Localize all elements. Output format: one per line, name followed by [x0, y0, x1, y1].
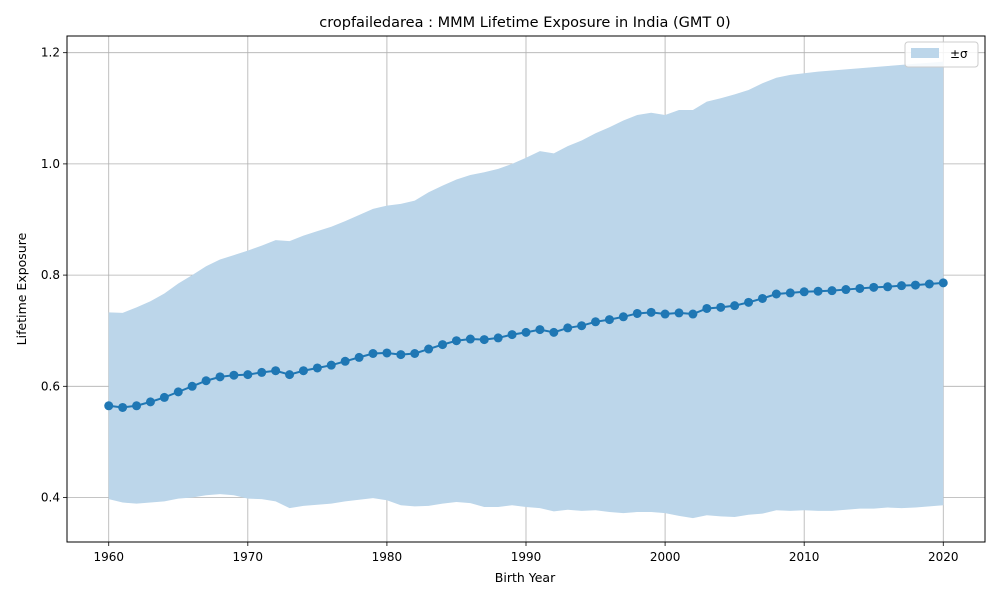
data-point [730, 301, 740, 311]
x-tick-label: 1960 [93, 550, 124, 564]
data-point [201, 376, 211, 386]
data-point [243, 370, 253, 380]
data-point [646, 307, 656, 317]
y-tick-label: 0.4 [41, 491, 60, 505]
data-point [410, 349, 420, 358]
data-point [924, 279, 934, 289]
chart-title: cropfailedarea : MMM Lifetime Exposure i… [319, 15, 730, 31]
data-point [744, 297, 754, 307]
x-tick-label: 1980 [372, 550, 403, 564]
data-point [396, 350, 406, 360]
data-point [674, 308, 684, 318]
data-point [827, 286, 837, 296]
x-tick-label: 2020 [928, 550, 959, 564]
x-tick-label: 2000 [650, 550, 681, 564]
data-point [451, 336, 461, 346]
data-point [118, 402, 128, 412]
data-point [312, 363, 322, 373]
data-point [591, 317, 601, 327]
data-point [354, 352, 364, 362]
data-point [298, 366, 308, 376]
data-point [271, 366, 281, 376]
data-point [604, 315, 614, 325]
data-point [326, 360, 336, 370]
y-tick-label: 0.6 [41, 379, 60, 393]
data-point [257, 367, 267, 377]
data-point [493, 333, 503, 343]
data-point [618, 312, 628, 322]
data-point [883, 282, 893, 292]
data-point [841, 285, 851, 295]
data-point [521, 327, 531, 337]
y-tick-label: 0.8 [41, 268, 60, 282]
data-point [702, 303, 712, 313]
data-point [813, 286, 823, 296]
data-point [785, 288, 795, 298]
data-point [340, 356, 350, 366]
sigma-band [108, 61, 944, 519]
y-tick-label: 1.0 [41, 157, 60, 171]
data-point [535, 325, 545, 335]
data-point [910, 280, 920, 290]
data-point [465, 334, 475, 344]
data-point [368, 349, 378, 358]
data-point [938, 278, 948, 288]
x-tick-label: 1970 [233, 550, 264, 564]
data-point [757, 293, 767, 303]
series-markers [104, 278, 948, 412]
data-point [660, 309, 670, 319]
data-point [897, 281, 907, 291]
data-point [215, 372, 225, 382]
x-tick-label: 1990 [511, 550, 542, 564]
data-point [799, 287, 809, 297]
x-axis-title: Birth Year [495, 570, 556, 585]
legend-label-sigma: ±σ [950, 47, 968, 61]
legend-swatch-sigma [911, 48, 939, 58]
data-point [424, 344, 434, 354]
data-point [173, 387, 183, 397]
data-point [507, 330, 517, 340]
data-point [563, 323, 573, 333]
data-point [855, 283, 865, 293]
data-point [187, 381, 197, 391]
y-axis-title: Lifetime Exposure [14, 232, 29, 345]
data-point [159, 392, 169, 402]
data-point [145, 397, 155, 407]
y-axis-ticks: 0.4 0.6 0.8 1.0 1.2 [41, 46, 67, 505]
data-point [229, 370, 239, 380]
x-tick-label: 2010 [789, 550, 820, 564]
legend: ±σ [904, 41, 979, 68]
x-axis-ticks: 1960 1970 1980 1990 2000 2010 2020 [93, 542, 959, 564]
data-point [577, 321, 587, 331]
data-point [382, 348, 392, 358]
data-point [771, 289, 781, 299]
data-point [632, 308, 642, 318]
data-point [479, 335, 489, 345]
data-point [716, 302, 726, 312]
data-point [285, 370, 295, 380]
data-point [869, 282, 879, 292]
data-point [549, 327, 559, 337]
y-tick-label: 1.2 [41, 46, 60, 60]
data-point [438, 340, 448, 350]
data-point [688, 309, 698, 319]
data-point [132, 401, 142, 411]
sigma-band-area [108, 61, 944, 519]
data-point [104, 401, 114, 411]
